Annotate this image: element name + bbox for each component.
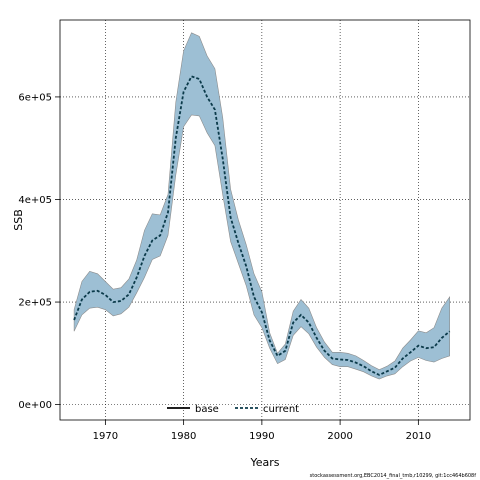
y-tick-label-0: 0e+00 — [18, 400, 52, 411]
y-axis-title: SSB — [12, 209, 25, 231]
x-tick-label-3: 2000 — [327, 431, 352, 442]
x-axis-title: Years — [249, 456, 279, 469]
x-tick-label-2: 1990 — [249, 431, 274, 442]
x-tick-label-4: 2010 — [406, 431, 431, 442]
series-lines — [73, 75, 451, 376]
y-tick-label-1: 2e+05 — [18, 298, 52, 309]
legend: base current — [167, 404, 299, 415]
y-tick-label-3: 6e+05 — [18, 92, 52, 103]
plot-frame — [59, 19, 471, 421]
x-tick-label-1: 1980 — [171, 431, 196, 442]
confidence-band — [73, 32, 450, 380]
series-line-current — [73, 75, 451, 376]
legend-label-base: base — [195, 404, 219, 415]
x-tick-label-0: 1970 — [93, 431, 118, 442]
axis-ticks: 1970 1980 1990 2000 2010 0e+00 2e+05 4e+05 6e+05 — [18, 92, 431, 442]
footnote-text: stockassessment.org,EBC2014_final_tmb,r1… — [310, 473, 477, 479]
confidence-band-area — [73, 32, 450, 380]
legend-label-current: current — [263, 404, 299, 415]
y-tick-label-2: 4e+05 — [18, 195, 52, 206]
